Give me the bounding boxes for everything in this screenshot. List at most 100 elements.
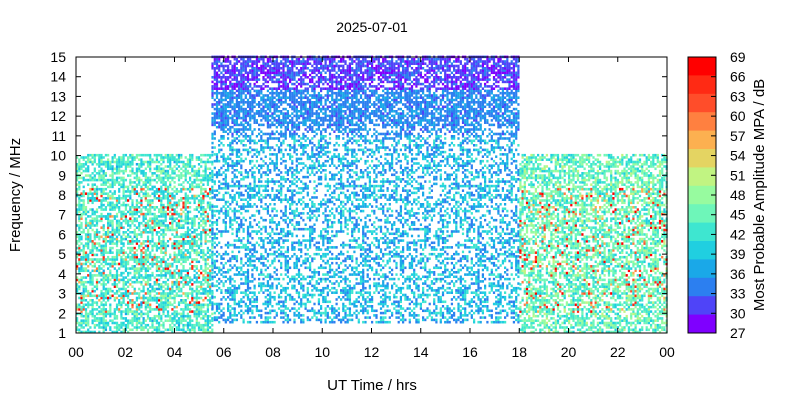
heatmap-cell — [278, 119, 280, 122]
heatmap-cell — [271, 130, 273, 133]
heatmap-cell — [187, 272, 189, 275]
heatmap-cell — [112, 247, 114, 250]
heatmap-cell — [258, 260, 260, 263]
heatmap-cell — [109, 297, 111, 300]
heatmap-cell — [180, 217, 182, 220]
heatmap-cell — [123, 283, 125, 286]
heatmap-cell — [282, 235, 284, 238]
heatmap-cell — [136, 211, 138, 214]
heatmap-cell — [280, 262, 282, 265]
heatmap-cell — [162, 224, 164, 227]
heatmap-cell — [227, 155, 229, 158]
heatmap-cell — [134, 208, 136, 211]
heatmap-cell — [160, 204, 162, 207]
heatmap-cell — [180, 172, 182, 175]
heatmap-cell — [198, 186, 200, 189]
heatmap-cell — [285, 219, 287, 222]
heatmap-cell — [262, 264, 264, 267]
heatmap-cell — [178, 165, 180, 168]
heatmap-cell — [218, 67, 220, 70]
heatmap-cell — [243, 273, 245, 276]
heatmap-cell — [209, 156, 211, 159]
heatmap-cell — [234, 92, 236, 95]
heatmap-cell — [162, 192, 164, 195]
heatmap-cell — [85, 261, 87, 264]
heatmap-cell — [267, 72, 269, 75]
heatmap-cell — [107, 263, 109, 266]
heatmap-cell — [174, 204, 176, 207]
heatmap-cell — [98, 220, 100, 223]
heatmap-cell — [285, 178, 287, 181]
heatmap-cell — [223, 171, 225, 174]
heatmap-cell — [147, 297, 149, 300]
heatmap-cell — [92, 308, 94, 311]
heatmap-cell — [87, 192, 89, 195]
heatmap-cell — [271, 96, 273, 99]
heatmap-cell — [240, 262, 242, 265]
heatmap-cell — [240, 58, 242, 61]
heatmap-cell — [234, 314, 236, 317]
heatmap-cell — [276, 226, 278, 229]
heatmap-cell — [276, 92, 278, 95]
heatmap-cell — [216, 194, 218, 197]
heatmap-cell — [247, 285, 249, 288]
heatmap-cell — [216, 65, 218, 68]
heatmap-cell — [211, 176, 213, 179]
heatmap-cell — [282, 124, 284, 127]
heatmap-cell — [129, 192, 131, 195]
heatmap-cell — [92, 202, 94, 205]
heatmap-cell — [198, 326, 200, 329]
heatmap-cell — [229, 146, 231, 149]
heatmap-cell — [214, 117, 216, 120]
heatmap-cell — [240, 242, 242, 245]
heatmap-cell — [280, 189, 282, 192]
heatmap-cell — [127, 279, 129, 282]
heatmap-cell — [280, 99, 282, 102]
heatmap-cell — [112, 265, 114, 268]
heatmap-cell — [238, 115, 240, 118]
heatmap-cell — [94, 265, 96, 268]
heatmap-cell — [209, 192, 211, 195]
heatmap-cell — [182, 236, 184, 239]
heatmap-cell — [234, 65, 236, 68]
heatmap-cell — [178, 317, 180, 320]
heatmap-cell — [211, 210, 213, 213]
heatmap-cell — [169, 163, 171, 166]
heatmap-cell — [187, 233, 189, 236]
heatmap-cell — [238, 192, 240, 195]
heatmap-cell — [125, 290, 127, 293]
heatmap-cell — [269, 294, 271, 297]
heatmap-cell — [83, 190, 85, 193]
heatmap-cell — [80, 165, 82, 168]
heatmap-cell — [162, 256, 164, 259]
heatmap-cell — [187, 236, 189, 239]
heatmap-cell — [127, 163, 129, 166]
heatmap-cell — [109, 220, 111, 223]
heatmap-cell — [85, 322, 87, 325]
heatmap-cell — [140, 233, 142, 236]
heatmap-cell — [165, 319, 167, 322]
heatmap-cell — [258, 133, 260, 136]
heatmap-cell — [187, 211, 189, 214]
heatmap-cell — [107, 236, 109, 239]
heatmap-cell — [156, 224, 158, 227]
heatmap-cell — [98, 245, 100, 248]
heatmap-cell — [118, 304, 120, 307]
heatmap-cell — [120, 156, 122, 159]
heatmap-cell — [145, 174, 147, 177]
heatmap-cell — [182, 254, 184, 257]
heatmap-cell — [216, 67, 218, 70]
heatmap-cell — [127, 229, 129, 232]
heatmap-cell — [116, 285, 118, 288]
heatmap-cell — [83, 315, 85, 318]
heatmap-cell — [256, 85, 258, 88]
heatmap-cell — [196, 317, 198, 320]
heatmap-cell — [129, 179, 131, 182]
heatmap-cell — [211, 324, 213, 327]
heatmap-cell — [216, 255, 218, 258]
heatmap-cell — [245, 176, 247, 179]
heatmap-cell — [258, 140, 260, 143]
heatmap-cell — [156, 231, 158, 234]
heatmap-cell — [116, 290, 118, 293]
heatmap-cell — [191, 295, 193, 298]
